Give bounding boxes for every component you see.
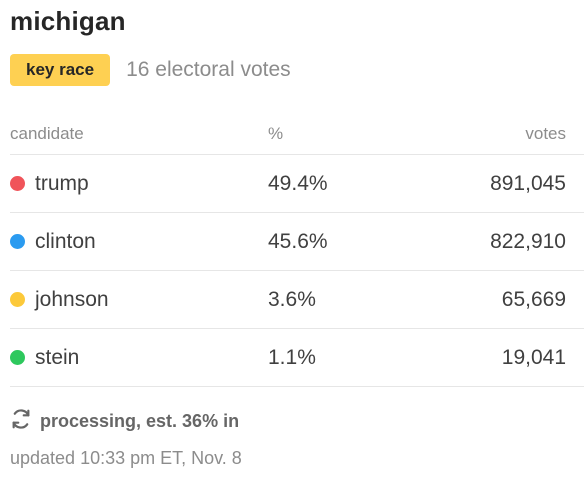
results-table: candidate % votes trump 49.4% 891,045 <box>10 114 584 387</box>
candidate-color-dot <box>10 350 25 365</box>
votes-cell: 19,041 <box>388 328 584 387</box>
percent-cell: 45.6% <box>268 212 388 271</box>
state-title: michigan <box>10 6 126 36</box>
candidate-cell: johnson <box>10 270 268 329</box>
percent-cell: 49.4% <box>268 154 388 213</box>
candidate-color-dot <box>10 176 25 191</box>
table-row: trump 49.4% 891,045 <box>10 154 584 213</box>
candidate-name: trump <box>35 171 89 195</box>
candidate-color-dot <box>10 292 25 307</box>
table-row: stein 1.1% 19,041 <box>10 328 584 387</box>
electoral-votes: 16 electoral votes <box>126 58 291 81</box>
candidate-name: johnson <box>35 287 109 311</box>
percent-cell: 1.1% <box>268 328 388 387</box>
votes-cell: 65,669 <box>388 270 584 329</box>
header-percent: % <box>268 114 388 155</box>
candidate-cell: stein <box>10 328 268 387</box>
votes-cell: 822,910 <box>388 212 584 271</box>
table-header-row: candidate % votes <box>10 114 584 155</box>
candidate-color-dot <box>10 234 25 249</box>
refresh-icon <box>10 408 40 435</box>
candidate-name: clinton <box>35 229 96 253</box>
processing-text: processing, est. 36% in <box>40 411 240 431</box>
percent-cell: 3.6% <box>268 270 388 329</box>
header-votes: votes <box>388 114 584 155</box>
table-row: johnson 3.6% 65,669 <box>10 270 584 329</box>
processing-status: processing, est. 36% in <box>10 408 239 435</box>
candidate-cell: trump <box>10 154 268 213</box>
votes-cell: 891,045 <box>388 154 584 213</box>
race-meta: key race 16 electoral votes <box>10 54 291 86</box>
key-race-badge: key race <box>10 54 111 86</box>
updated-timestamp: updated 10:33 pm ET, Nov. 8 <box>10 448 242 468</box>
candidate-name: stein <box>35 345 80 369</box>
candidate-cell: clinton <box>10 212 268 271</box>
header-candidate: candidate <box>10 114 268 155</box>
table-row: clinton 45.6% 822,910 <box>10 212 584 271</box>
